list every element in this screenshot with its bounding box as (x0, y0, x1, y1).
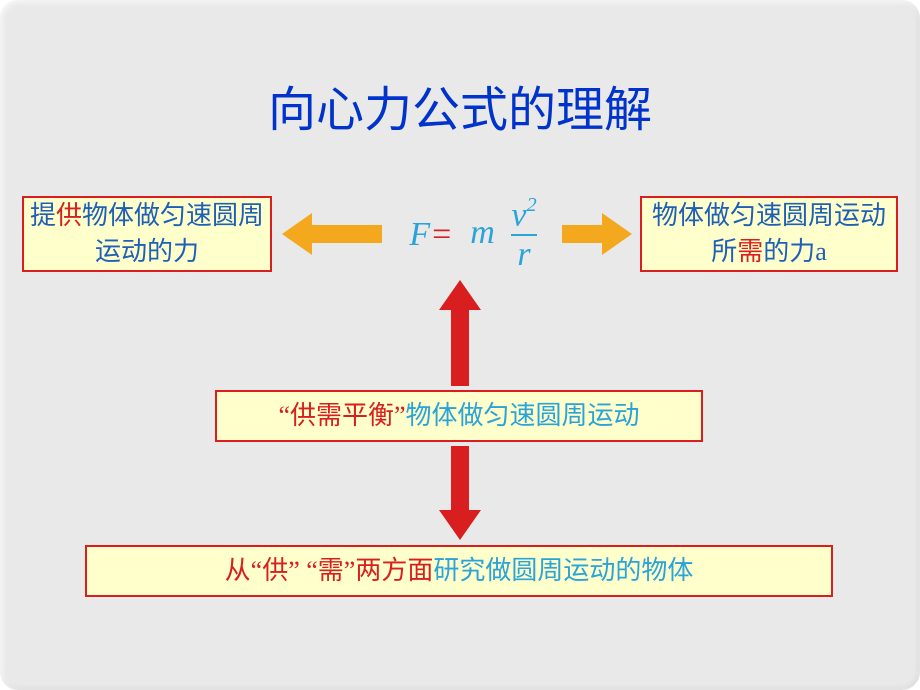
arrow-left-icon (382, 234, 383, 235)
t: 物体做匀速圆周运动 (406, 401, 640, 430)
formula-rhs: m v2 r (453, 196, 540, 274)
box-bottom-text: 从“供” “需”两方面研究做圆周运动的物体 (225, 553, 694, 589)
formula-numerator: v2 (507, 196, 540, 234)
t: 提 (30, 201, 56, 230)
box-supply-force: 提供物体做匀速圆周运动的力 (22, 196, 272, 272)
arrow-down-icon (460, 446, 461, 447)
hl: 需 (737, 237, 763, 266)
slide-title: 向心力公式的理解 (0, 70, 920, 140)
centripetal-formula: F = m v2 r (390, 200, 560, 270)
formula-F: F (409, 216, 430, 254)
arrow-up-icon (460, 386, 461, 387)
hl: 从“供” “需”两方面 (225, 556, 434, 585)
formula-m: m (470, 214, 495, 251)
t: 物体做匀速圆周运动的力 (82, 201, 264, 266)
formula-eq: = (432, 216, 451, 254)
t: 研究做圆周运动的物体 (433, 556, 693, 585)
box-balance: “供需平衡”物体做匀速圆周运动 (215, 390, 703, 442)
t: 的力a (763, 237, 827, 266)
slide-canvas: 向心力公式的理解 F = m v2 r 提供物体做匀速圆周运动的力 物体做匀速圆… (0, 0, 920, 690)
box-mid-text: “供需平衡”物体做匀速圆周运动 (278, 398, 639, 434)
box-left-text: 提供物体做匀速圆周运动的力 (24, 198, 270, 271)
box-demand-force: 物体做匀速圆周运动所需的力a (640, 196, 898, 272)
box-study: 从“供” “需”两方面研究做圆周运动的物体 (85, 545, 833, 597)
formula-denominator: r (511, 234, 536, 274)
box-right-text: 物体做匀速圆周运动所需的力a (642, 198, 896, 271)
formula-sq: 2 (526, 194, 536, 216)
formula-v: v (511, 196, 526, 233)
formula-fraction: v2 r (507, 196, 540, 274)
arrow-right-icon (562, 234, 563, 235)
hl: “供需平衡” (278, 401, 405, 430)
hl: 供 (56, 201, 82, 230)
